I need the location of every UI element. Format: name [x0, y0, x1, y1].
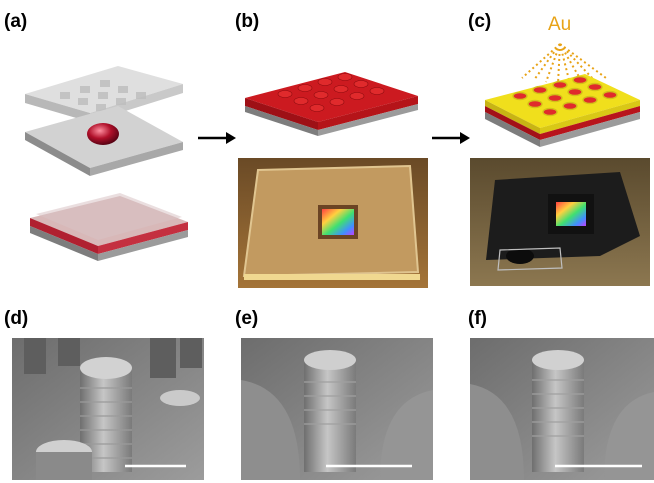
- panel-label-d: (d): [4, 308, 29, 329]
- right-arrow-icon: [432, 132, 470, 144]
- panel-label-b: (b): [235, 11, 260, 32]
- panel-label-e: (e): [235, 308, 259, 329]
- sem-image-d: [12, 338, 204, 480]
- resin-pillars: [277, 73, 385, 112]
- panel-label-f: (f): [468, 308, 487, 329]
- panel-c-illustration: [485, 43, 640, 147]
- panel-a-illustration: [25, 66, 188, 261]
- gold-coated-pillars: [512, 75, 618, 117]
- au-deposition-label: Au: [548, 14, 572, 35]
- substrate-with-droplet: [25, 106, 183, 176]
- right-arrow-icon: [198, 132, 236, 144]
- filled-mold: [30, 193, 188, 261]
- panel-b-illustration: [245, 72, 418, 136]
- panel-c-photo: [470, 158, 650, 286]
- panel-label-c: (c): [468, 11, 492, 32]
- gold-deposition-rays: [521, 43, 607, 85]
- sem-image-e: [241, 338, 433, 480]
- resin-droplet: [87, 123, 119, 145]
- sem-image-f: [470, 338, 654, 480]
- panel-label-a: (a): [4, 11, 28, 32]
- panel-b-photo: [238, 158, 428, 288]
